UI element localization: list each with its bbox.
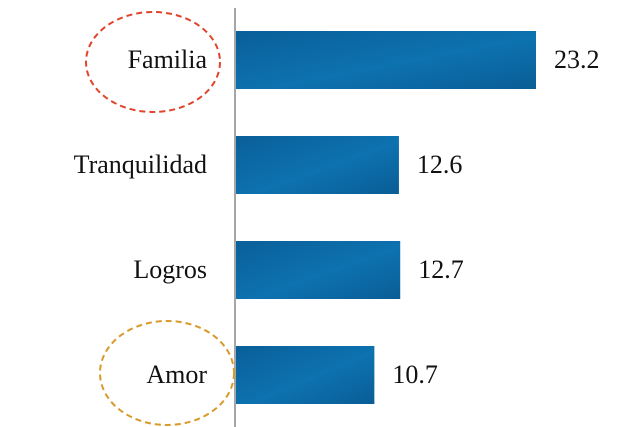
bar (236, 136, 399, 194)
value-label: 10.7 (392, 360, 438, 389)
value-label: 23.2 (554, 45, 600, 74)
bar (236, 241, 401, 299)
category-label: Logros (133, 255, 207, 284)
category-label: Familia (128, 45, 208, 74)
value-label: 12.6 (417, 150, 463, 179)
highlight-ellipse (85, 11, 221, 113)
category-label: Tranquilidad (74, 150, 207, 179)
bar (236, 31, 536, 89)
category-label: Amor (146, 360, 207, 389)
value-label: 12.7 (418, 255, 464, 284)
highlight-ellipse (99, 320, 235, 426)
bar (236, 346, 375, 404)
